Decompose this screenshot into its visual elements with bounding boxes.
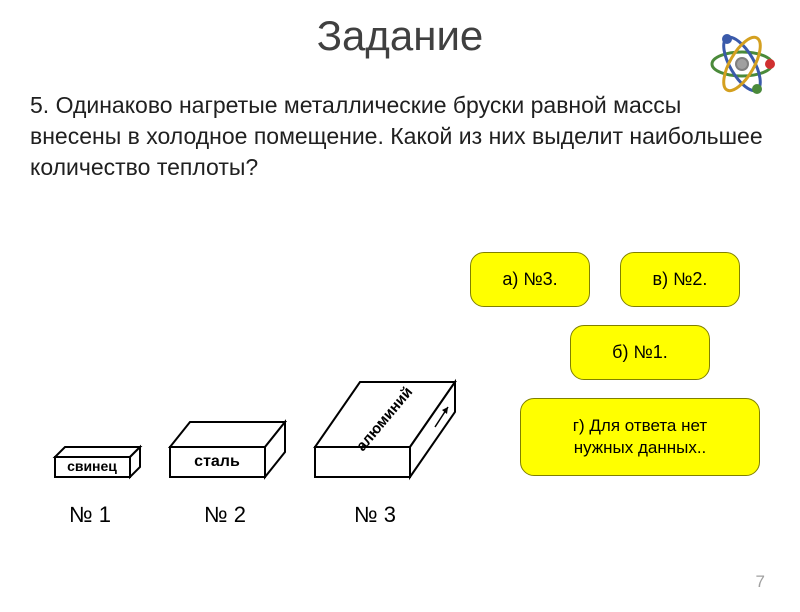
block-2: сталь № 2 <box>170 422 285 527</box>
svg-text:сталь: сталь <box>194 453 240 470</box>
atom-icon <box>705 27 780 107</box>
answers-row-1: а) №3. в) №2. <box>470 252 760 307</box>
answers-container: а) №3. в) №2. б) №1. г) Для ответа нет н… <box>470 252 760 476</box>
answer-g-button[interactable]: г) Для ответа нет нужных данных.. <box>520 398 760 476</box>
page-title: Задание <box>0 12 800 60</box>
blocks-diagram: свинец № 1 сталь № 2 алюминий № 3 <box>40 352 460 567</box>
question-text: 5. Одинаково нагретые металлические брус… <box>30 90 770 183</box>
answer-a-button[interactable]: а) №3. <box>470 252 590 307</box>
block-1: свинец № 1 <box>55 447 140 527</box>
svg-text:№ 2: № 2 <box>204 502 246 527</box>
svg-text:свинец: свинец <box>67 458 117 474</box>
svg-text:№ 1: № 1 <box>69 502 111 527</box>
answer-b-button[interactable]: б) №1. <box>570 325 710 380</box>
page-number: 7 <box>756 572 765 592</box>
block-3: алюминий № 3 <box>315 382 455 527</box>
answer-v-button[interactable]: в) №2. <box>620 252 740 307</box>
svg-text:№ 3: № 3 <box>354 502 396 527</box>
